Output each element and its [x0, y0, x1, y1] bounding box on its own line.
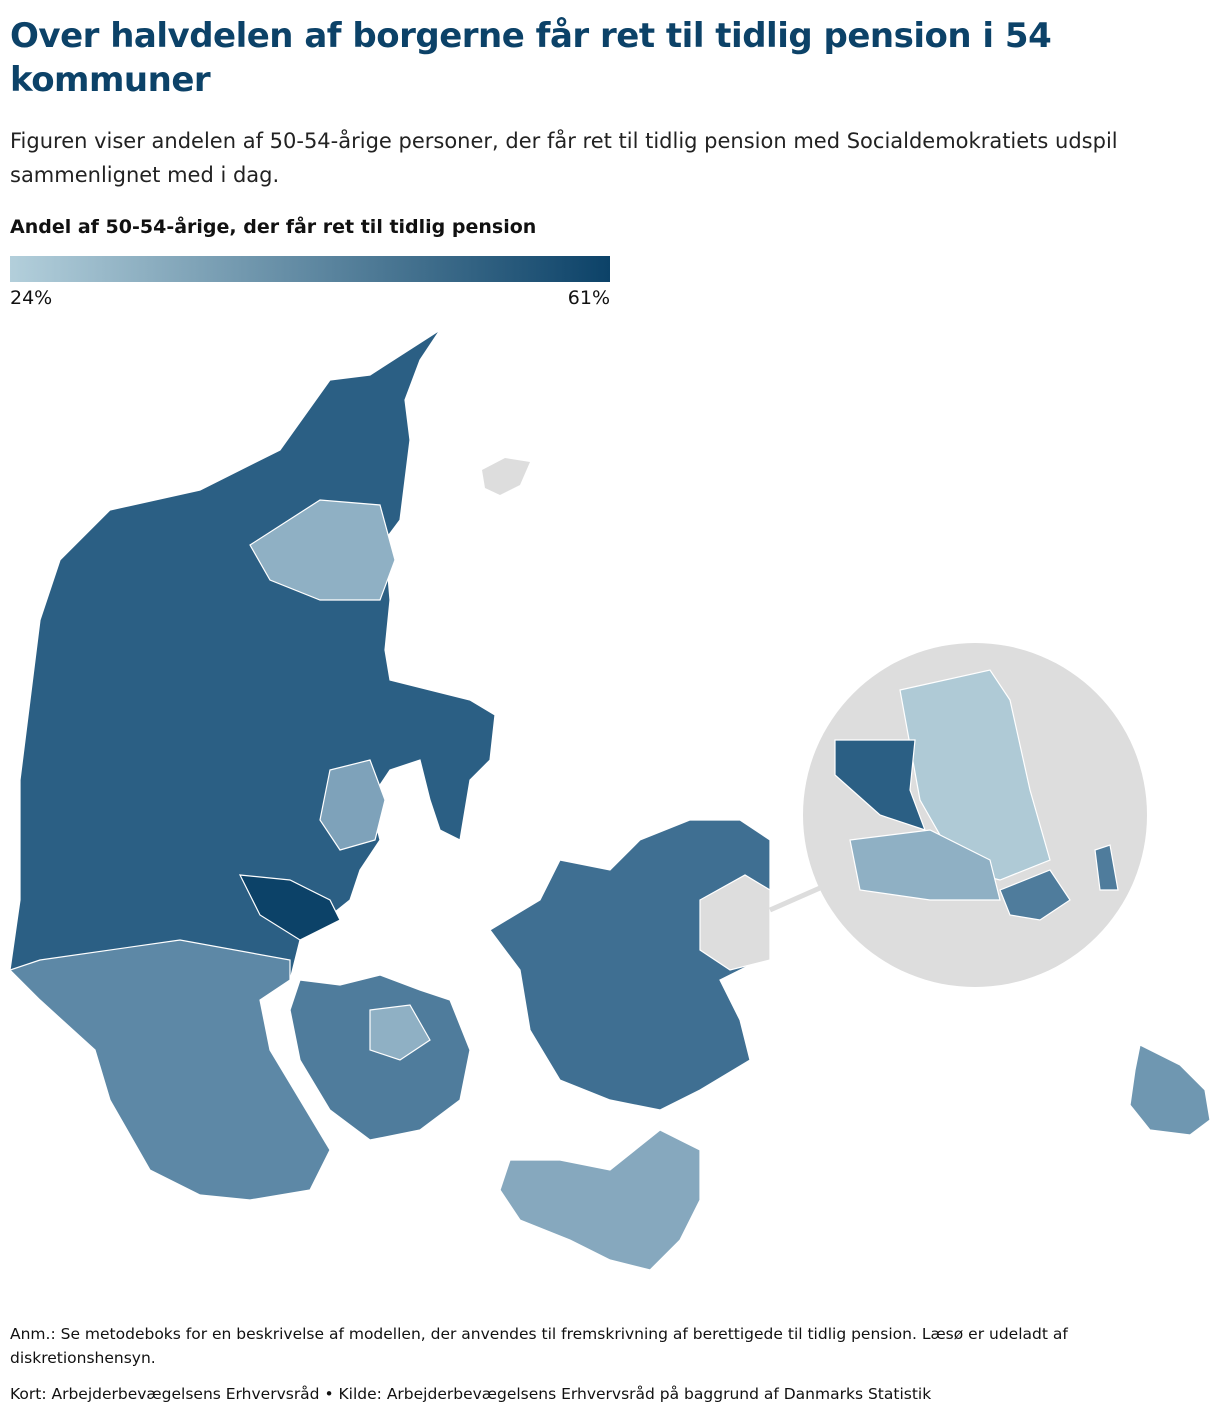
subtitle: Figuren viser andelen af 50-54-årige per… — [10, 129, 1118, 187]
zealand — [489, 819, 771, 1111]
funen-center — [369, 1004, 431, 1061]
inset-north — [899, 669, 1051, 881]
map: 24% 61% — [8, 256, 1211, 1271]
note: Anm.: Se metodeboks for en beskrivelse a… — [10, 1325, 1068, 1367]
lolland-falster — [499, 1129, 701, 1271]
inset-southwest — [849, 829, 1001, 901]
legend-bar — [10, 256, 610, 282]
inset-south — [999, 869, 1071, 921]
map-regions — [8, 329, 1211, 1271]
mid-east-jutland — [319, 759, 386, 851]
copenhagen-area — [699, 874, 771, 971]
funen — [289, 974, 471, 1141]
vendsyssel-west — [249, 499, 396, 601]
inset-amager — [1094, 844, 1119, 891]
horsens — [238, 874, 341, 941]
legend-title: Andel af 50-54-årige, der får ret til ti… — [10, 216, 537, 238]
source: Kort: Arbejderbevægelsens Erhvervsråd • … — [10, 1385, 932, 1403]
inset-west — [834, 739, 927, 831]
legend-label: 24% — [10, 287, 52, 309]
inset-connector — [768, 885, 822, 913]
legend-label: 61% — [568, 287, 610, 309]
title: Over halvdelen af borgerne får ret til t… — [10, 16, 1052, 100]
anholt — [482, 458, 530, 495]
bornholm — [1129, 1044, 1211, 1136]
south-jutland — [8, 939, 331, 1201]
